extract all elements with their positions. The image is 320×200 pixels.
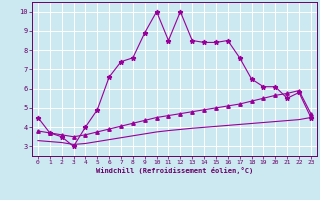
X-axis label: Windchill (Refroidissement éolien,°C): Windchill (Refroidissement éolien,°C)	[96, 167, 253, 174]
